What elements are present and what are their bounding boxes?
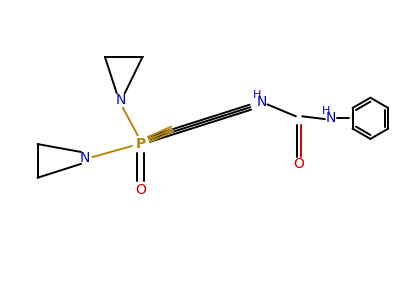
Text: N: N <box>326 111 336 125</box>
Text: H: H <box>252 90 261 100</box>
Text: N: N <box>256 95 267 110</box>
Text: N: N <box>116 94 126 107</box>
Text: P: P <box>136 137 146 151</box>
Text: H: H <box>322 106 330 116</box>
Text: O: O <box>135 183 146 196</box>
Text: O: O <box>294 157 304 171</box>
Text: N: N <box>80 151 90 165</box>
